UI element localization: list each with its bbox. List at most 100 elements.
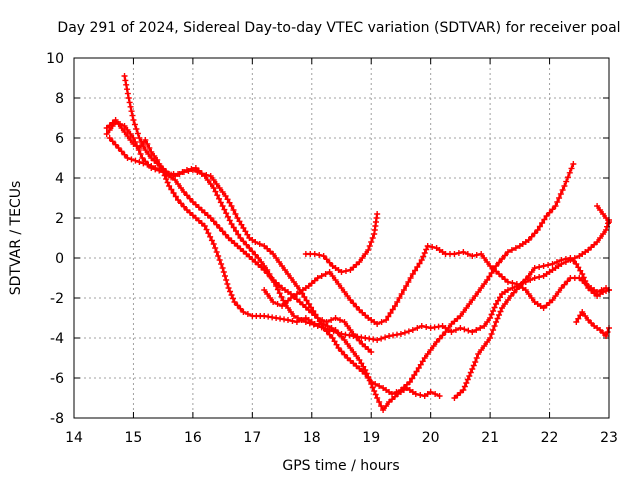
data-point — [531, 265, 538, 271]
data-point — [463, 380, 470, 386]
data-point — [416, 260, 423, 267]
data-point — [134, 130, 141, 137]
data-point — [423, 324, 430, 330]
data-point — [461, 326, 468, 333]
data-point — [427, 347, 434, 353]
data-point — [215, 253, 222, 259]
data-point — [219, 228, 226, 235]
data-point — [224, 196, 231, 203]
data-point — [467, 369, 474, 376]
data-point — [244, 231, 251, 238]
data-point — [481, 255, 488, 261]
data-point — [164, 170, 171, 177]
data-point — [298, 317, 305, 323]
data-point — [406, 379, 413, 385]
data-point — [208, 237, 215, 244]
data-point — [244, 311, 251, 317]
data-point — [499, 256, 505, 262]
data-point — [525, 237, 532, 243]
data-point — [570, 161, 577, 167]
data-point — [131, 121, 138, 128]
data-point — [333, 341, 340, 348]
data-point — [469, 297, 476, 303]
data-point — [198, 171, 205, 177]
data-point — [452, 327, 459, 333]
data-point — [186, 195, 193, 202]
data-point — [106, 135, 113, 141]
data-point — [287, 275, 294, 281]
data-point — [475, 351, 482, 357]
data-point — [240, 309, 247, 315]
data-point — [232, 211, 239, 217]
data-point — [293, 319, 300, 325]
y-tick-label: -2 — [50, 291, 64, 307]
data-point — [109, 123, 116, 129]
data-point — [396, 295, 403, 301]
data-point — [554, 199, 561, 205]
data-point — [337, 317, 344, 323]
y-tick-label: -4 — [50, 331, 64, 347]
data-point — [274, 286, 281, 293]
data-point — [226, 217, 233, 224]
data-point — [294, 315, 301, 321]
data-point — [383, 317, 390, 323]
data-point — [414, 264, 421, 270]
data-point — [341, 351, 348, 358]
data-point — [568, 165, 575, 172]
data-point — [328, 317, 335, 323]
data-point — [540, 263, 547, 269]
data-point — [338, 333, 345, 340]
data-point — [582, 313, 589, 319]
series-track-5 — [302, 211, 381, 275]
data-point — [166, 183, 173, 189]
data-point — [549, 206, 556, 213]
data-point — [168, 171, 175, 178]
data-point — [603, 333, 610, 339]
data-point — [335, 281, 342, 287]
data-point — [279, 263, 286, 269]
data-point — [332, 327, 339, 333]
data-point — [405, 328, 412, 335]
data-point — [194, 169, 201, 175]
data-point — [432, 391, 439, 397]
data-point — [216, 185, 223, 191]
data-point — [463, 305, 470, 311]
y-tick-label: 4 — [55, 171, 64, 187]
data-point — [597, 207, 604, 213]
data-point — [289, 318, 296, 324]
data-point — [207, 233, 214, 240]
data-point — [525, 291, 532, 297]
data-point — [326, 331, 333, 338]
data-point — [556, 195, 563, 201]
data-point — [558, 285, 565, 291]
data-point — [341, 289, 348, 295]
data-point — [237, 305, 244, 312]
data-point — [504, 297, 511, 303]
data-point — [124, 155, 131, 161]
data-point — [448, 329, 455, 335]
data-point — [539, 220, 546, 226]
data-point — [109, 138, 116, 145]
data-point — [519, 279, 526, 286]
data-point — [335, 345, 342, 351]
data-point — [276, 259, 283, 265]
data-point — [106, 127, 113, 133]
data-point — [604, 329, 611, 335]
x-tick-label: 23 — [600, 430, 618, 446]
data-point — [460, 309, 467, 315]
data-point — [528, 233, 535, 240]
data-point — [358, 360, 365, 367]
data-point — [362, 371, 369, 377]
data-point — [564, 278, 571, 285]
data-point — [401, 329, 408, 336]
data-point — [285, 305, 291, 311]
data-point — [139, 155, 146, 161]
data-point — [145, 161, 152, 168]
data-point — [389, 391, 396, 397]
data-point — [421, 355, 428, 361]
data-point — [552, 203, 559, 209]
data-point — [227, 288, 234, 295]
data-point — [504, 279, 511, 285]
data-point — [433, 339, 440, 345]
data-point — [362, 251, 369, 257]
